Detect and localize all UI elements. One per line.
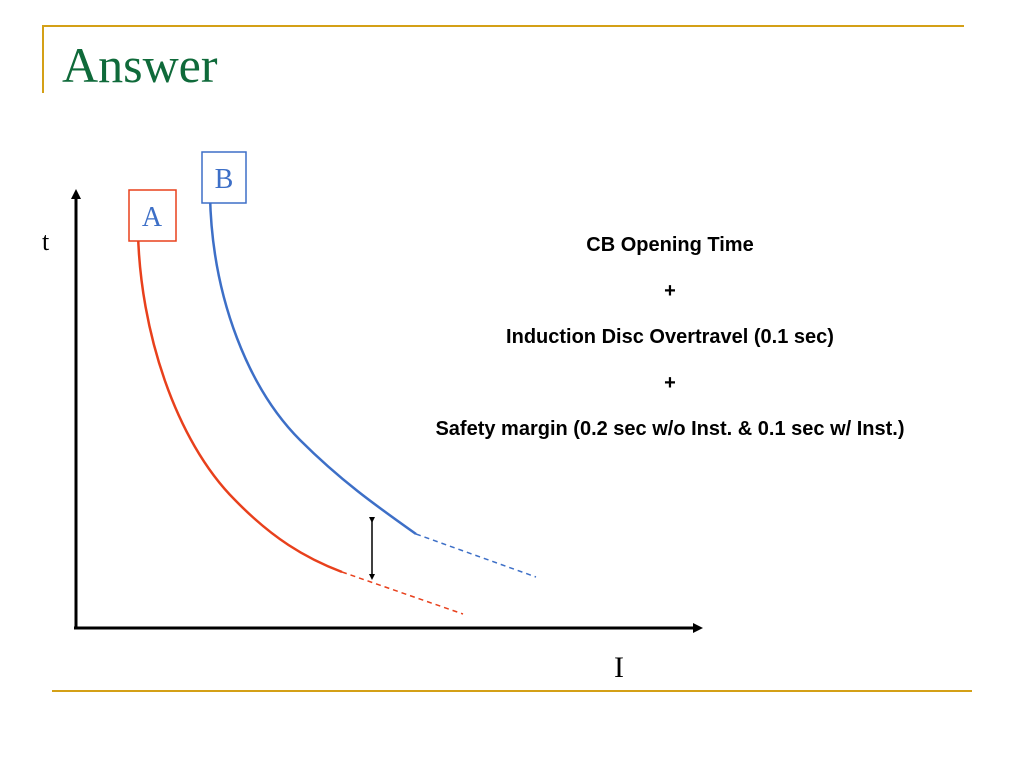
- explanation-line: Induction Disc Overtravel (0.1 sec): [506, 326, 834, 348]
- explanation-block: CB Opening Time + Induction Disc Overtra…: [340, 230, 1000, 460]
- explanation-line: +: [664, 372, 676, 394]
- slide-title: Answer: [62, 37, 218, 93]
- x-axis-label: I: [614, 651, 624, 684]
- curve-b-extension: [415, 533, 537, 578]
- curve-b: [208, 194, 417, 536]
- top-rule: [42, 25, 964, 27]
- explanation-line: CB Opening Time: [586, 234, 754, 256]
- bottom-rule: [52, 690, 972, 692]
- y-axis-label: t: [42, 227, 50, 256]
- curve-b-label: B: [215, 164, 234, 195]
- curve-a: [136, 231, 343, 574]
- curve-a-label: A: [142, 202, 163, 233]
- left-rule: [42, 25, 44, 93]
- curve-a-extension: [341, 571, 464, 615]
- curve-a-label-box: [128, 189, 177, 242]
- curve-b-label-box: [201, 151, 247, 204]
- explanation-line: Safety margin (0.2 sec w/o Inst. & 0.1 s…: [435, 418, 905, 440]
- explanation-line: +: [664, 280, 676, 302]
